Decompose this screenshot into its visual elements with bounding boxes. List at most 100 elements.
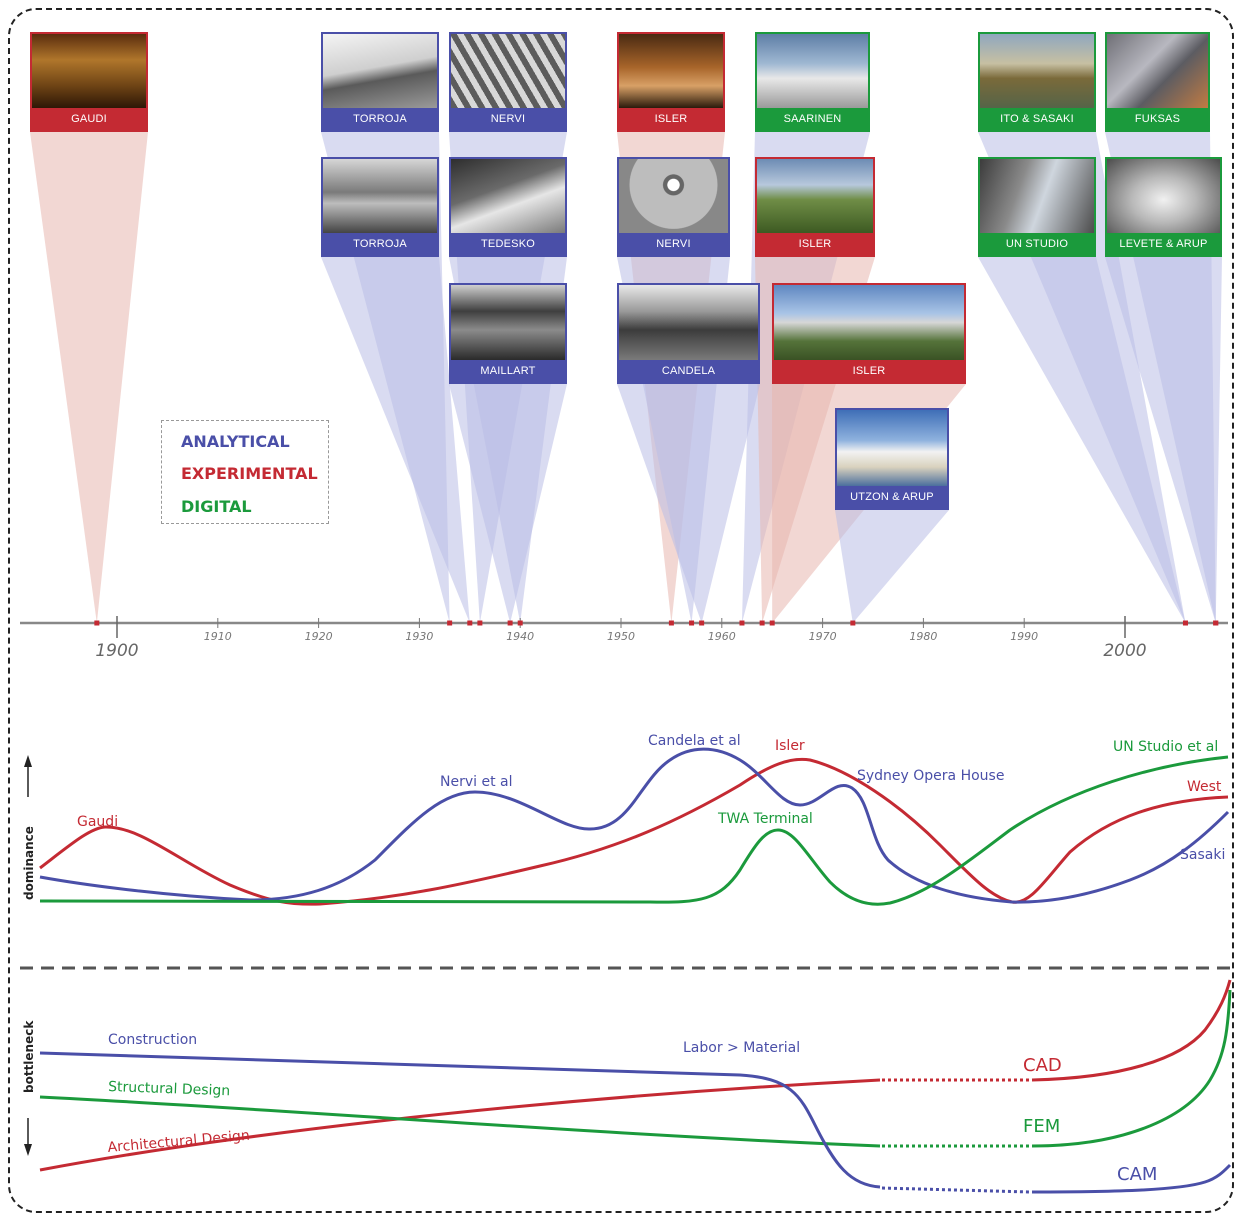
bottleneck-curve-cam	[1031, 1163, 1232, 1194]
year-marker	[94, 620, 100, 626]
bottleneck-dotted-construction	[881, 1186, 1031, 1194]
architect-tile: MAILLART	[449, 283, 567, 384]
architect-tile: TORROJA	[321, 32, 439, 132]
structure-photo	[1107, 34, 1208, 108]
structure-photo	[980, 159, 1094, 233]
projection-fan	[321, 257, 470, 623]
dominance-curve-experimental	[39, 757, 1229, 906]
tile-caption: FUKSAS	[1107, 108, 1208, 130]
structure-photo	[774, 285, 964, 360]
structure-photo	[451, 285, 565, 360]
bottleneck-curve-architectural	[39, 1078, 881, 1172]
label-construction: Construction	[108, 1032, 197, 1048]
structure-photo	[451, 159, 565, 233]
label-fem: FEM	[1023, 1116, 1060, 1137]
minor-tick-label: 1970	[809, 630, 837, 643]
structure-photo	[619, 159, 728, 233]
minor-tick-label: 1950	[607, 630, 635, 643]
tile-caption: UN STUDIO	[980, 233, 1094, 255]
minor-tick-label: 1920	[305, 630, 333, 643]
year-marker	[739, 620, 745, 626]
architect-tile: UTZON & ARUP	[835, 408, 949, 510]
bottleneck-curve-construction	[39, 1051, 881, 1189]
architect-tile: FUKSAS	[1105, 32, 1210, 132]
bottleneck-panel: Construction Structural Design Architect…	[22, 979, 1232, 1194]
tile-caption: NERVI	[619, 233, 728, 255]
label-nervi-et-al: Nervi et al	[440, 774, 513, 790]
tile-caption: MAILLART	[451, 360, 565, 382]
dominance-curve-analytical	[39, 747, 1230, 904]
major-tick-label: 2000	[1103, 641, 1146, 661]
year-marker	[1213, 620, 1219, 626]
label-isler: Isler	[775, 738, 805, 754]
architect-tile: CANDELA	[617, 283, 760, 384]
structure-photo	[619, 34, 723, 108]
structure-photo	[451, 34, 565, 108]
major-tick-label: 1900	[95, 641, 138, 661]
projection-fan	[617, 384, 760, 623]
architect-tile: ITO & SASAKI	[978, 32, 1096, 132]
tile-caption: ISLER	[774, 360, 964, 382]
outer-frame	[8, 8, 1234, 1213]
tile-caption: ISLER	[757, 233, 873, 255]
dominance-panel: Gaudi Nervi et al Candela et al Isler Sy…	[22, 733, 1230, 906]
year-marker	[689, 620, 695, 626]
tile-caption: ITO & SASAKI	[980, 108, 1094, 130]
label-west: West	[1187, 779, 1222, 795]
minor-tick-label: 1960	[708, 630, 736, 643]
timeline-axis: 1900 2000 1910 1920 1930 1940 1950 1960 1970 1980…	[20, 616, 1228, 661]
year-marker	[517, 620, 523, 626]
architect-tile: UN STUDIO	[978, 157, 1096, 257]
tile-caption: LEVETE & ARUP	[1107, 233, 1220, 255]
projection-fan	[835, 510, 949, 623]
structure-photo	[837, 410, 947, 486]
architect-tile: TEDESKO	[449, 157, 567, 257]
projection-fan	[449, 384, 567, 623]
tile-caption: UTZON & ARUP	[837, 486, 947, 508]
label-architectural-design: Architectural Design	[107, 1128, 251, 1156]
year-marker	[447, 620, 453, 626]
minor-tick-label: 1940	[506, 630, 534, 643]
year-marker	[759, 620, 765, 626]
architect-tile: ISLER	[617, 32, 725, 132]
category-legend: ANALYTICAL EXPERIMENTAL DIGITAL	[161, 420, 329, 524]
architect-tile: TORROJA	[321, 157, 439, 257]
label-candela-et-al: Candela et al	[648, 733, 741, 749]
structure-photo	[980, 34, 1094, 108]
tile-caption: CANDELA	[619, 360, 758, 382]
tile-caption: GAUDI	[32, 108, 146, 130]
label-twa-terminal: TWA Terminal	[717, 811, 813, 827]
label-gaudi: Gaudi	[77, 814, 118, 830]
dominance-curve-digital	[39, 755, 1229, 906]
bottleneck-curve-fem	[1031, 989, 1232, 1148]
legend-analytical: ANALYTICAL	[181, 432, 290, 451]
year-marker	[1182, 620, 1188, 626]
minor-tick-label: 1910	[204, 630, 232, 643]
bottleneck-curve-structural	[39, 1095, 881, 1148]
label-sasaki: Sasaki	[1180, 847, 1225, 863]
projection-fan	[978, 257, 1186, 623]
structure-photo	[619, 285, 758, 360]
architect-tile: SAARINEN	[755, 32, 870, 132]
structure-photo	[323, 159, 437, 233]
architect-tile: NERVI	[449, 32, 567, 132]
structure-photo	[757, 159, 873, 233]
tile-caption: TORROJA	[323, 108, 437, 130]
structure-photo	[1107, 159, 1220, 233]
year-marker	[769, 620, 775, 626]
structure-photo	[757, 34, 868, 108]
label-labor-material: Labor > Material	[683, 1040, 800, 1056]
architect-tile: ISLER	[772, 283, 966, 384]
tile-caption: SAARINEN	[757, 108, 868, 130]
projection-fan	[30, 132, 148, 623]
architect-tile: NERVI	[617, 157, 730, 257]
architect-tile: GAUDI	[30, 32, 148, 132]
year-marker	[477, 620, 483, 626]
architect-tile: ISLER	[755, 157, 875, 257]
legend-digital: DIGITAL	[181, 497, 252, 516]
structure-photo	[323, 34, 437, 108]
year-marker	[467, 620, 473, 626]
tile-caption: NERVI	[451, 108, 565, 130]
bottleneck-ylabel: bottleneck	[22, 1020, 36, 1093]
minor-tick-label: 1990	[1010, 630, 1038, 643]
